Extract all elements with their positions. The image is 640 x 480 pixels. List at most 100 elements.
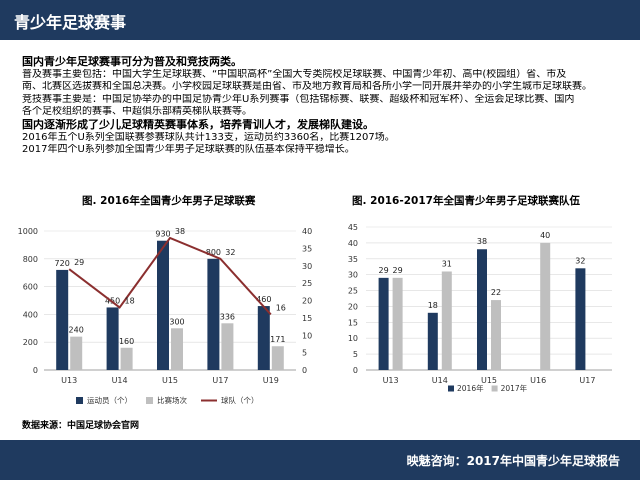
bar xyxy=(207,258,220,370)
y-tick-label: 35 xyxy=(348,255,358,264)
bar xyxy=(221,323,234,370)
y-left-tick-label: 400 xyxy=(23,310,38,319)
bar xyxy=(157,240,169,370)
bar xyxy=(427,312,438,370)
x-tick-label: U15 xyxy=(162,376,178,385)
y-right-tick-label: 35 xyxy=(302,244,312,253)
y-tick-label: 25 xyxy=(348,287,358,296)
footer-bar: 映魅咨询：2017年中国青少年足球报告 xyxy=(0,440,640,480)
intro-text: 国内青少年足球赛事可分为普及和竞技两类。 普及赛事主要包括：中国大学生足球联赛、“… xyxy=(22,56,622,157)
y-left-tick-label: 600 xyxy=(23,283,38,292)
bar xyxy=(491,300,501,370)
y-right-tick-label: 25 xyxy=(302,279,312,288)
data-label: 171 xyxy=(270,335,285,344)
bar xyxy=(171,328,183,370)
bar xyxy=(441,271,452,370)
x-tick-label: U14 xyxy=(432,376,448,385)
y-left-tick-label: 800 xyxy=(23,255,38,264)
y-left-tick-label: 200 xyxy=(23,338,38,347)
y-left-tick-label: 1000 xyxy=(18,227,38,236)
data-label: 38 xyxy=(477,237,487,246)
legend-label: 球队（个） xyxy=(221,395,259,405)
x-tick-label: U19 xyxy=(263,376,279,385)
line-data-label: 16 xyxy=(276,303,286,312)
text-line: 2016年五个U系列全国联赛参赛球队共计133支，运动员约3360名，比赛120… xyxy=(22,131,395,143)
legend-swatch xyxy=(76,397,83,404)
x-tick-label: U16 xyxy=(530,376,546,385)
y-tick-label: 40 xyxy=(348,239,358,248)
bar xyxy=(56,269,69,370)
data-label: 240 xyxy=(69,326,84,335)
chart1-title: 图. 2016年全国青少年男子足球联赛 xyxy=(82,195,256,207)
y-right-tick-label: 5 xyxy=(302,349,307,358)
page-title: 青少年足球赛事 xyxy=(14,13,127,32)
y-tick-label: 20 xyxy=(348,302,358,311)
y-tick-label: 45 xyxy=(348,223,358,232)
chart1-svg: 0 200 400 600 800 1000 0 5 10 15 20 25 30 35 40 U13 720 2… xyxy=(18,227,313,405)
text-line: 2017年四个U系列参加全国青少年男子足球联赛的队伍基本保持平稳增长。 xyxy=(22,144,355,156)
x-tick-label: U17 xyxy=(579,376,595,385)
bar xyxy=(575,268,586,370)
data-source: 数据来源：中国足球协会官网 xyxy=(22,421,140,431)
bar xyxy=(378,277,389,370)
legend-swatch xyxy=(491,385,498,392)
x-tick-label: U15 xyxy=(481,376,497,385)
y-right-tick-label: 40 xyxy=(302,227,312,236)
bar xyxy=(106,307,119,370)
y-right-tick-label: 15 xyxy=(302,314,312,323)
legend-label: 运动员（个） xyxy=(87,395,132,405)
text-line: 国内青少年足球赛事可分为普及和竞技两类。 xyxy=(22,56,242,68)
bar xyxy=(257,306,270,370)
line-data-label: 38 xyxy=(175,227,185,236)
y-left-tick-label: 0 xyxy=(33,366,38,375)
data-label: 160 xyxy=(119,337,134,346)
x-tick-label: U17 xyxy=(212,376,228,385)
y-tick-label: 30 xyxy=(348,271,358,280)
data-label: 336 xyxy=(220,312,235,321)
y-tick-label: 0 xyxy=(353,366,358,375)
text-line: 竞技赛事主要是：中国足协举办的中国足协青少年U系列赛事（包括锦标赛、联赛、超级杯… xyxy=(22,93,575,105)
data-label: 300 xyxy=(169,317,184,326)
series-line xyxy=(68,236,272,316)
data-label: 460 xyxy=(256,295,271,304)
header-bar: 青少年足球赛事 xyxy=(0,0,640,40)
line-data-label: 32 xyxy=(225,248,235,257)
y-tick-label: 10 xyxy=(348,334,358,343)
data-label: 31 xyxy=(442,259,452,268)
chart2-title: 图. 2016-2017年全国青少年男子足球联赛队伍 xyxy=(352,195,580,207)
line-data-label: 29 xyxy=(74,258,84,267)
data-label: 29 xyxy=(379,266,389,275)
y-right-tick-label: 10 xyxy=(302,331,312,340)
y-right-tick-label: 0 xyxy=(302,366,307,375)
data-label: 800 xyxy=(206,248,221,257)
footer-text: 映魅咨询：2017年中国青少年足球报告 xyxy=(406,454,620,468)
legend-swatch xyxy=(448,385,454,392)
line-data-label: 18 xyxy=(125,296,135,305)
x-tick-label: U13 xyxy=(383,376,399,385)
y-right-tick-label: 20 xyxy=(302,297,312,306)
bar xyxy=(477,249,487,370)
legend-swatch xyxy=(146,397,153,404)
data-label: 22 xyxy=(491,288,501,297)
text-line: 国内逐渐形成了少儿足球精英赛事体系，培养青训人才，发展梯队建设。 xyxy=(22,118,374,131)
text-line: 南、北赛区选拔赛和全国总决赛。小学校园足球联赛是由省、市及地方教育局和各所小学一… xyxy=(22,81,592,93)
text-line: 各个足校组织的赛事、中超俱乐部精英梯队联赛等。 xyxy=(22,106,252,118)
data-label: 720 xyxy=(55,259,70,268)
y-right-tick-label: 30 xyxy=(302,262,312,271)
data-label: 930 xyxy=(155,230,170,239)
text-line: 普及赛事主要包括：中国大学生足球联赛、“中国职高杯”全国大专类院校足球联赛、中国… xyxy=(22,68,567,80)
bar xyxy=(70,336,83,370)
bar xyxy=(120,347,133,370)
data-label: 32 xyxy=(575,256,585,265)
x-tick-label: U13 xyxy=(61,376,77,385)
bar xyxy=(392,277,403,370)
bar xyxy=(540,242,551,370)
legend-label: 比赛场次 xyxy=(157,395,187,405)
bar xyxy=(271,346,284,370)
y-tick-label: 15 xyxy=(348,318,358,327)
legend-label: 2017年 xyxy=(501,383,528,393)
x-tick-label: U14 xyxy=(112,376,128,385)
chart2-svg: 0 5 10 15 20 25 30 35 40 45 U13 29 29 U14 18 31 U15 38 22 U… xyxy=(348,223,612,393)
legend-label: 2016年 xyxy=(457,383,484,393)
data-label: 18 xyxy=(428,301,438,310)
